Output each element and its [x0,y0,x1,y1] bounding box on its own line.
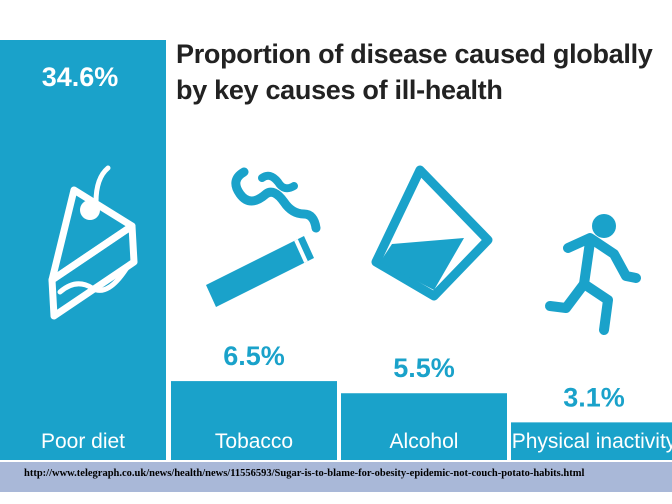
category-label: Physical inactivity [512,430,672,453]
bar-poor-diet [0,40,166,460]
source-strip [0,462,672,492]
source-link[interactable]: http://www.telegraph.co.uk/news/health/n… [24,468,585,479]
bar-tobacco [171,381,337,460]
category-label: Tobacco [215,430,293,453]
cigarette-icon [206,167,321,307]
value-label: 6.5% [223,341,285,371]
value-label: 34.6% [42,62,119,92]
value-label: 5.5% [393,353,455,383]
cake-slice-icon [48,165,138,320]
bars-group: Poor diet 34.6% Tobacco 6.5% Alcohol 5.5% Phys… [0,40,672,460]
chart-title: Proportion of disease caused globally by… [176,39,653,105]
category-label: Alcohol [390,430,459,453]
runner-icon [545,214,641,335]
bar-physical-inactivity [511,422,672,460]
glass-icon [371,165,493,301]
value-label: 3.1% [563,382,625,412]
category-label: Poor diet [41,430,125,453]
bar-alcohol [341,393,507,460]
